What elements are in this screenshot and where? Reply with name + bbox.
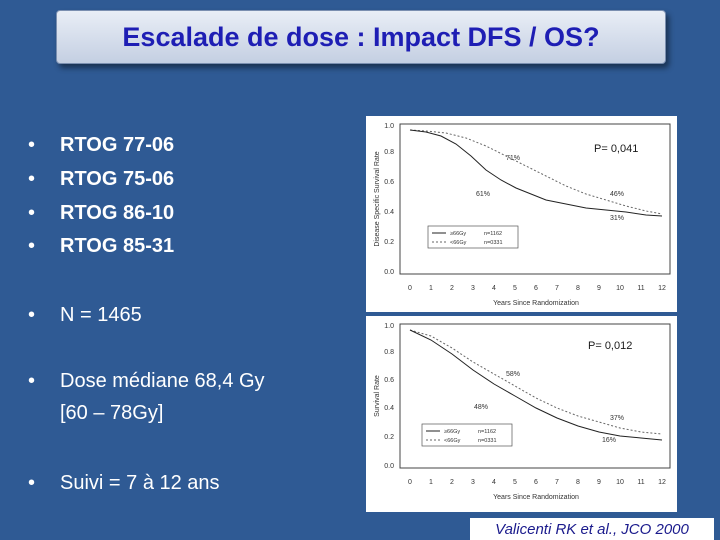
legend-label: ≥66Gy xyxy=(444,429,460,435)
bullet-icon: • xyxy=(28,370,36,392)
annotation: 71% xyxy=(506,155,520,162)
dose-range: [60 – 78Gy] xyxy=(60,402,163,425)
dss-plot-svg: 0.0 0.2 0.4 0.6 0.8 1.0 Disease Specific… xyxy=(374,123,671,307)
list-item: • RTOG 86-10 xyxy=(28,202,174,225)
dose-line1: Dose médiane 68,4 Gy xyxy=(60,370,265,392)
annotation: 16% xyxy=(602,437,616,444)
curve-low-dose xyxy=(409,329,663,441)
y-axis-label: Survival Rate xyxy=(374,375,381,417)
xtick-label: 7 xyxy=(555,479,559,486)
os-plot: 0.0 0.2 0.4 0.6 0.8 1.0 Survival Rate 0 … xyxy=(366,316,677,512)
list-item: • RTOG 77-06 xyxy=(28,134,174,157)
list-item: • RTOG 75-06 xyxy=(28,168,174,191)
curve-high-dose xyxy=(409,329,663,435)
legend-n: n=1162 xyxy=(478,429,496,435)
trial-label: RTOG 86-10 xyxy=(60,202,175,224)
annotation: 48% xyxy=(474,404,488,411)
slide-title: Escalade de dose : Impact DFS / OS? xyxy=(122,21,600,52)
xtick-label: 7 xyxy=(555,285,559,292)
followup-text: Suivi = 7 à 12 ans xyxy=(60,472,220,494)
title-box: Escalade de dose : Impact DFS / OS? xyxy=(56,10,666,64)
annotation: 46% xyxy=(610,191,624,198)
annotation: 37% xyxy=(610,415,624,422)
bullet-icon: • xyxy=(28,235,36,257)
bullet-icon: • xyxy=(28,304,36,326)
x-axis-label: Years Since Randomization xyxy=(493,494,579,501)
ytick-label: 0.2 xyxy=(384,434,394,441)
xtick-label: 12 xyxy=(658,479,666,486)
xtick-label: 9 xyxy=(597,479,601,486)
plot-legend: ≥66Gy n=1162 <66Gy n=0331 xyxy=(427,225,519,249)
ytick-label: 0.8 xyxy=(384,149,394,156)
bullet-icon: • xyxy=(28,168,36,190)
y-axis-label: Disease Specific Survival Rate xyxy=(374,151,381,246)
xtick-label: 0 xyxy=(408,479,412,486)
xtick-label: 1 xyxy=(429,479,433,486)
citation: Valicenti RK et al., JCO 2000 xyxy=(470,518,714,540)
xtick-label: 11 xyxy=(637,479,644,486)
bullet-icon: • xyxy=(28,134,36,156)
trial-label: RTOG 85-31 xyxy=(60,235,175,257)
xtick-label: 10 xyxy=(616,285,624,292)
annotation: 61% xyxy=(476,191,490,198)
xtick-label: 2 xyxy=(450,479,454,486)
dose-line2: [60 – 78Gy] xyxy=(60,402,164,424)
xtick-label: 8 xyxy=(576,479,580,486)
dss-plot: 0.0 0.2 0.4 0.6 0.8 1.0 Disease Specific… xyxy=(366,116,677,312)
xtick-label: 8 xyxy=(576,285,580,292)
legend-n: n=0331 xyxy=(478,438,497,444)
legend-n: n=0331 xyxy=(484,240,503,246)
ytick-label: 0.4 xyxy=(384,209,394,216)
ytick-label: 0.4 xyxy=(384,405,394,412)
xtick-label: 0 xyxy=(408,285,412,292)
ytick-label: 0.0 xyxy=(384,463,394,470)
xtick-label: 3 xyxy=(471,479,475,486)
legend-label: ≥66Gy xyxy=(450,231,466,237)
plot-frame xyxy=(399,123,671,275)
xtick-label: 6 xyxy=(534,285,538,292)
xtick-label: 5 xyxy=(513,285,517,292)
x-axis-label: Years Since Randomization xyxy=(493,300,579,307)
xtick-label: 12 xyxy=(658,285,666,292)
citation-text: Valicenti RK et al., JCO 2000 xyxy=(495,520,689,538)
n-bullet: • N = 1465 xyxy=(28,304,142,327)
xtick-label: 11 xyxy=(637,285,644,292)
p-value: P= 0,041 xyxy=(594,143,638,155)
xtick-label: 10 xyxy=(616,479,624,486)
ytick-label: 1.0 xyxy=(384,123,394,130)
ytick-label: 1.0 xyxy=(384,323,394,330)
list-item: • RTOG 85-31 xyxy=(28,235,174,258)
xtick-label: 4 xyxy=(492,285,496,292)
dose-bullet: • Dose médiane 68,4 Gy xyxy=(28,370,265,393)
p-value: P= 0,012 xyxy=(588,340,632,352)
legend-label: <66Gy xyxy=(444,438,461,444)
xtick-label: 3 xyxy=(471,285,475,292)
curve-low-dose xyxy=(409,129,663,217)
followup-bullet: • Suivi = 7 à 12 ans xyxy=(28,472,220,495)
plot-legend: ≥66Gy n=1162 <66Gy n=0331 xyxy=(421,423,513,447)
xtick-label: 2 xyxy=(450,285,454,292)
os-plot-svg: 0.0 0.2 0.4 0.6 0.8 1.0 Survival Rate 0 … xyxy=(374,323,671,501)
annotation: 31% xyxy=(610,215,624,222)
xtick-label: 4 xyxy=(492,479,496,486)
ytick-label: 0.2 xyxy=(384,239,394,246)
annotation: 58% xyxy=(506,371,520,378)
xtick-label: 5 xyxy=(513,479,517,486)
bullet-icon: • xyxy=(28,202,36,224)
ytick-label: 0.8 xyxy=(384,349,394,356)
plot-frame xyxy=(399,323,671,469)
bullet-icon: • xyxy=(28,472,36,494)
ytick-label: 0.6 xyxy=(384,377,394,384)
xtick-label: 9 xyxy=(597,285,601,292)
trial-label: RTOG 77-06 xyxy=(60,134,175,156)
legend-label: <66Gy xyxy=(450,240,467,246)
trial-label: RTOG 75-06 xyxy=(60,168,175,190)
n-text: N = 1465 xyxy=(60,304,142,326)
xtick-label: 6 xyxy=(534,479,538,486)
ytick-label: 0.0 xyxy=(384,269,394,276)
ytick-label: 0.6 xyxy=(384,179,394,186)
legend-n: n=1162 xyxy=(484,231,502,237)
xtick-label: 1 xyxy=(429,285,433,292)
